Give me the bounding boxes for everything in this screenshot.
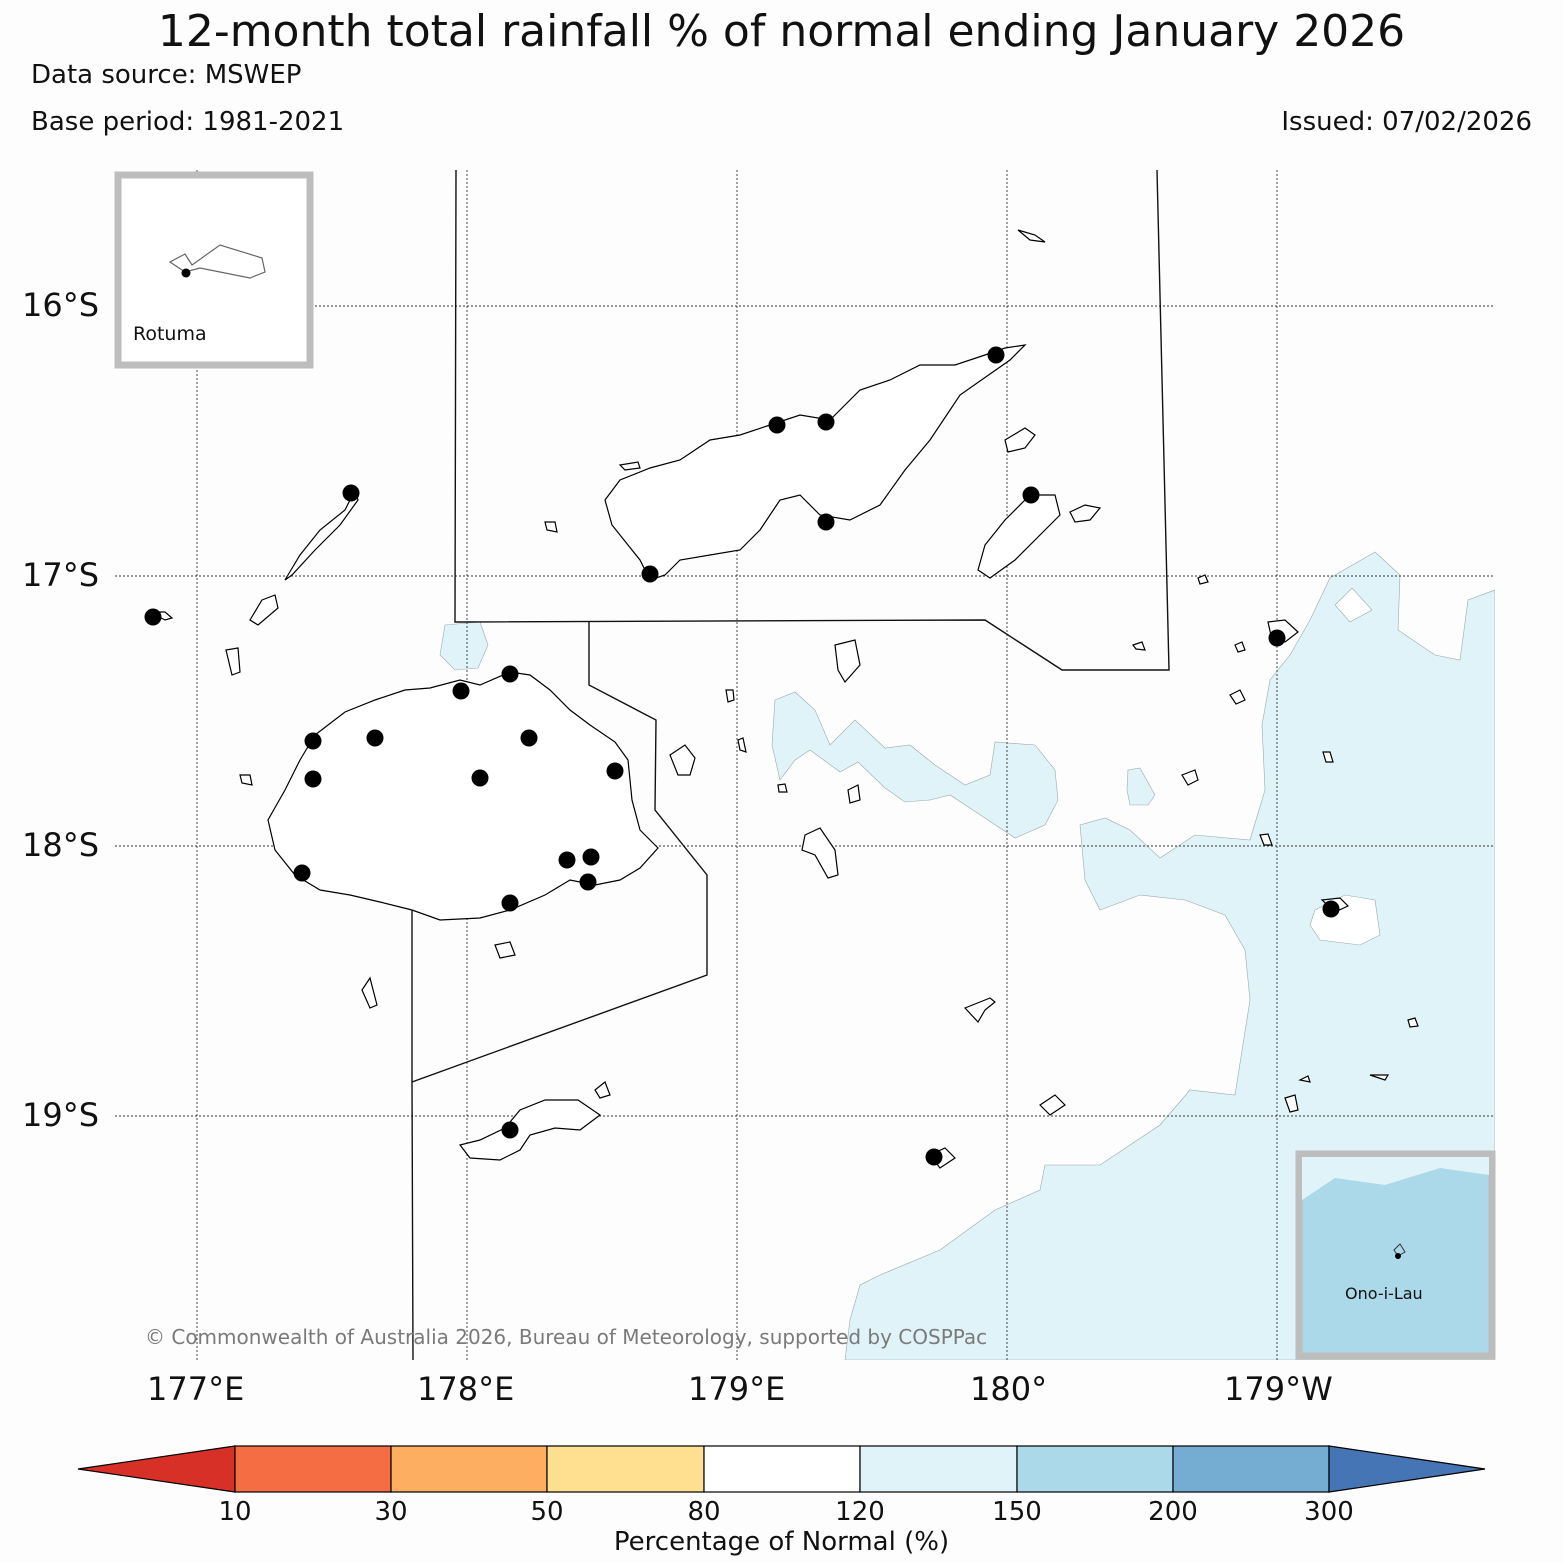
colorbar-segment	[1172, 1445, 1330, 1493]
colorbar-segment	[859, 1445, 1018, 1493]
station-marker	[452, 682, 470, 700]
station-marker	[501, 894, 519, 912]
base-period: Base period: 1981-2021	[31, 107, 345, 137]
lat-label: 17°S	[22, 556, 100, 594]
copyright-notice: © Commonwealth of Australia 2026, Bureau…	[145, 1325, 988, 1349]
lon-label: 179°W	[1224, 1370, 1333, 1408]
station-marker	[1395, 1253, 1401, 1259]
station-marker	[1022, 486, 1040, 504]
map-title: 12-month total rainfall % of normal endi…	[157, 6, 1406, 57]
station-marker	[925, 1148, 943, 1166]
lat-label: 16°S	[22, 286, 100, 324]
station-marker	[1268, 629, 1286, 647]
station-marker	[1322, 900, 1340, 918]
station-marker	[501, 665, 519, 683]
station-marker	[768, 416, 786, 434]
colorbar-title: Percentage of Normal (%)	[613, 1527, 950, 1557]
station-marker	[304, 770, 322, 788]
rotuma-inset	[114, 171, 314, 369]
station-marker	[293, 864, 311, 882]
station-markers	[144, 346, 1340, 1166]
station-marker	[471, 769, 489, 787]
colorbar-segment	[546, 1445, 705, 1493]
station-marker	[987, 346, 1005, 364]
wet-area-koro	[771, 691, 1059, 839]
station-marker	[304, 732, 322, 750]
data-source: Data source: MSWEP	[31, 60, 302, 90]
colorbar-segment	[234, 1445, 392, 1493]
ono-i-lau-label: Ono-i-Lau	[1345, 1284, 1423, 1303]
lat-label: 19°S	[22, 1096, 100, 1134]
station-marker	[817, 413, 835, 431]
colorbar-tick: 120	[835, 1497, 885, 1527]
station-marker	[342, 484, 360, 502]
station-marker	[579, 873, 597, 891]
station-marker	[558, 851, 576, 869]
station-marker	[144, 608, 162, 626]
station-marker	[501, 1121, 519, 1139]
colorbar-tick: 10	[218, 1497, 252, 1527]
rotuma-label: Rotuma	[133, 323, 207, 345]
colorbar-segment	[1016, 1445, 1174, 1493]
station-marker	[641, 565, 659, 583]
colorbar-extend-low	[77, 1445, 236, 1493]
colorbar-extend-high	[1328, 1445, 1486, 1493]
station-marker	[582, 848, 600, 866]
lon-label: 178°E	[417, 1370, 515, 1408]
colorbar-tick: 30	[374, 1497, 408, 1527]
lon-label: 180°	[970, 1370, 1048, 1408]
colorbar-tick: 80	[687, 1497, 721, 1527]
colorbar-tick: 300	[1304, 1497, 1354, 1527]
station-marker	[817, 513, 835, 531]
colorbar-segment	[390, 1445, 548, 1493]
colorbar	[77, 1445, 1486, 1493]
lon-label: 177°E	[147, 1370, 245, 1408]
issued-date: Issued: 07/02/2026	[1281, 107, 1532, 137]
colorbar-segment	[703, 1445, 861, 1493]
station-marker	[520, 729, 538, 747]
colorbar-tick: 50	[530, 1497, 564, 1527]
station-marker	[366, 729, 384, 747]
division-boundaries	[411, 170, 1170, 1360]
lat-label: 18°S	[22, 826, 100, 864]
rotuma-island	[168, 244, 266, 279]
station-marker	[181, 268, 191, 278]
station-marker	[606, 762, 624, 780]
ono-i-lau-inset	[1295, 1150, 1496, 1360]
lon-label: 179°E	[688, 1370, 786, 1408]
colorbar-tick: 150	[992, 1497, 1042, 1527]
colorbar-tick: 200	[1148, 1497, 1198, 1527]
